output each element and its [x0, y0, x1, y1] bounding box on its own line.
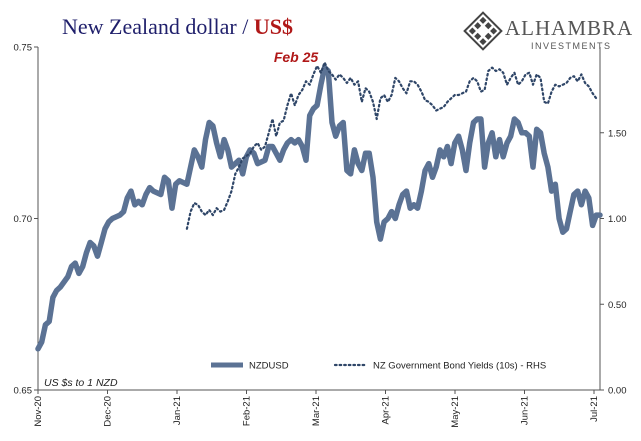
right-axis-tick-label: 0.50: [608, 300, 627, 311]
x-axis-tick-label: Apr-21: [381, 396, 392, 425]
right-axis-tick-label: 1.00: [608, 214, 627, 225]
x-axis-tick-label: Jun-21: [520, 396, 531, 425]
alhambra-logo: ALHAMBRA INVESTMENTS: [461, 10, 636, 52]
series-line-nzdusd: [35, 64, 603, 352]
chart-axes: 0.65 0.70 0.75 0.00 0.50 1.00 1.50 Nov-20 Dec-20…: [14, 43, 627, 428]
x-axis-tick-label: Dec-20: [103, 396, 114, 427]
legend-label-bond-yields: NZ Government Bond Yields (10s) - RHS: [373, 361, 546, 372]
x-axis-tick-label: Feb-21: [242, 396, 253, 426]
left-axis-tick-label: 0.65: [14, 386, 33, 397]
diamond-grid-icon: [463, 11, 503, 51]
x-axis-tick-label: Mar-21: [311, 396, 322, 426]
left-axis-tick-label: 0.70: [14, 214, 33, 225]
logo-subtitle-text: INVESTMENTS: [531, 41, 612, 51]
legend-label-nzdusd: NZDUSD: [249, 361, 289, 372]
x-axis-tick-label: Jan-21: [172, 396, 183, 425]
x-axis-tick-label: May-21: [450, 396, 461, 428]
feb25-annotation: Feb 25: [274, 49, 319, 65]
chart-title-highlight: US$: [253, 14, 293, 39]
series-layer: [35, 61, 603, 352]
x-axis-tick-label: Jul-21: [589, 396, 600, 422]
units-note: US $s to 1 NZD: [44, 377, 118, 389]
chart-title-separator: /: [236, 14, 254, 39]
left-axis-tick-label: 0.75: [14, 43, 33, 54]
x-axis-tick-label: Nov-20: [33, 396, 44, 427]
chart-title: New Zealand dollar / US$: [62, 14, 293, 40]
chart-title-main: New Zealand dollar: [62, 14, 237, 39]
right-axis-tick-label: 1.50: [608, 128, 627, 139]
logo-brand-text: ALHAMBRA: [505, 16, 634, 40]
right-axis-tick-label: 0.00: [608, 386, 627, 397]
series-line-bond-yields: [185, 61, 598, 230]
legend: NZDUSD NZ Government Bond Yields (10s) -…: [211, 361, 546, 372]
